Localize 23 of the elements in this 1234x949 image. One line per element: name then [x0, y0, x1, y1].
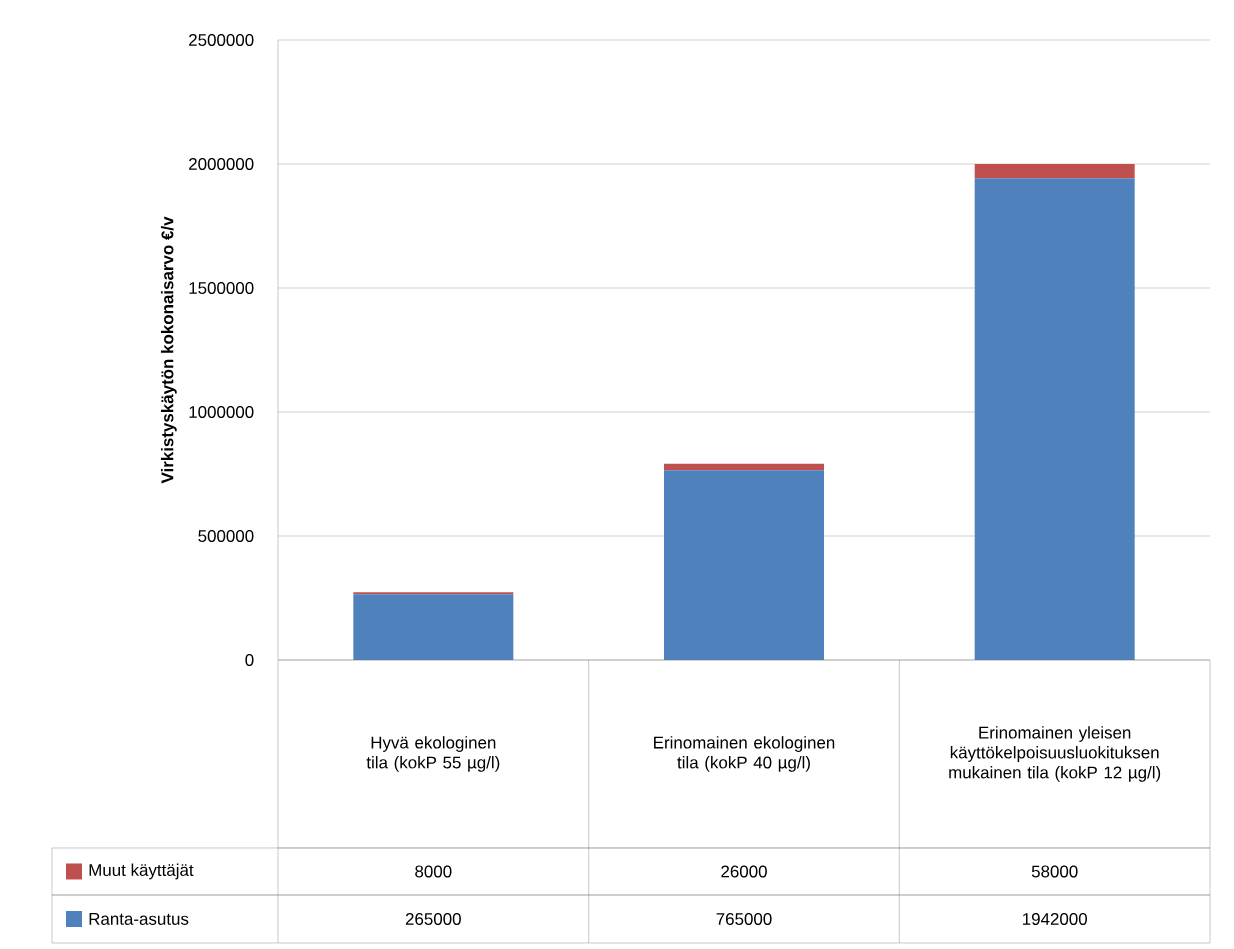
- y-tick-label: 1000000: [189, 405, 254, 418]
- bar: [664, 463, 825, 471]
- data-label: 765000: [716, 912, 772, 925]
- y-tick-label: 500000: [198, 529, 254, 542]
- x-tick-label: Erinomainen ekologinen tila (kokP 40 µg/l): [654, 736, 835, 772]
- x-tick-label: Erinomainen yleisen käyttökelpoisuusluokituksen mukainen tila (kokP 12 µg/l): [949, 726, 1161, 782]
- data-label: 58000: [1031, 865, 1078, 878]
- x-tick-label: Hyvä ekologinen tila (kokP 55 µg/l): [366, 736, 500, 772]
- bar: [353, 594, 514, 660]
- legend-label: Ranta-asutus: [89, 913, 189, 925]
- data-label: 1942000: [1023, 912, 1087, 925]
- y-axis-title: Virkistyskäytön kokonaisarvo €/v: [160, 216, 177, 484]
- bar: [974, 163, 1135, 179]
- data-label: 8000: [415, 865, 452, 878]
- y-tick-label: 2000000: [189, 157, 254, 170]
- y-tick-label: 1500000: [189, 281, 254, 294]
- y-tick-label: 0: [245, 653, 254, 666]
- bar: [664, 470, 825, 660]
- y-tick-label: 2500000: [189, 33, 254, 46]
- data-label: 26000: [721, 865, 767, 878]
- legend-label: Muut käyttäjät: [89, 863, 194, 880]
- data-label: 265000: [405, 912, 461, 925]
- bar: [974, 178, 1135, 660]
